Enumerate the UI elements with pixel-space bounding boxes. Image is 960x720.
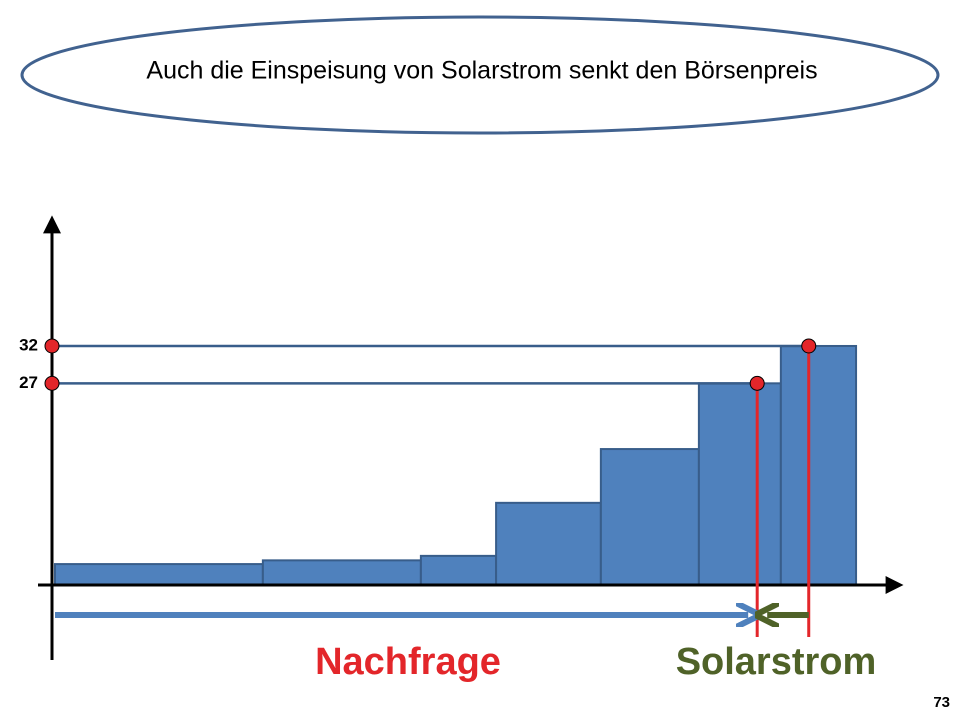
marker-dot	[749, 375, 765, 391]
y-tick-label: 27	[19, 373, 38, 392]
annotation: Solarstrom	[676, 641, 877, 683]
title-ellipse	[20, 15, 940, 135]
page-number: 73	[933, 694, 950, 711]
bar	[261, 559, 422, 586]
bar	[599, 448, 700, 586]
bar	[779, 344, 858, 586]
y-tick-label: 32	[19, 335, 38, 354]
bar	[495, 501, 602, 586]
y-tick-dot	[44, 375, 60, 391]
bar	[419, 554, 498, 586]
annotation: Nachfrage	[315, 641, 501, 683]
marker-dot	[801, 338, 817, 354]
plot: 27 32 Nachfrage Solarstrom	[19, 215, 904, 683]
y-tick-dot	[44, 338, 60, 354]
bar	[697, 382, 782, 586]
chart-title: Auch die Einspeisung von Solarstrom senk…	[146, 57, 817, 85]
bar	[54, 563, 264, 586]
